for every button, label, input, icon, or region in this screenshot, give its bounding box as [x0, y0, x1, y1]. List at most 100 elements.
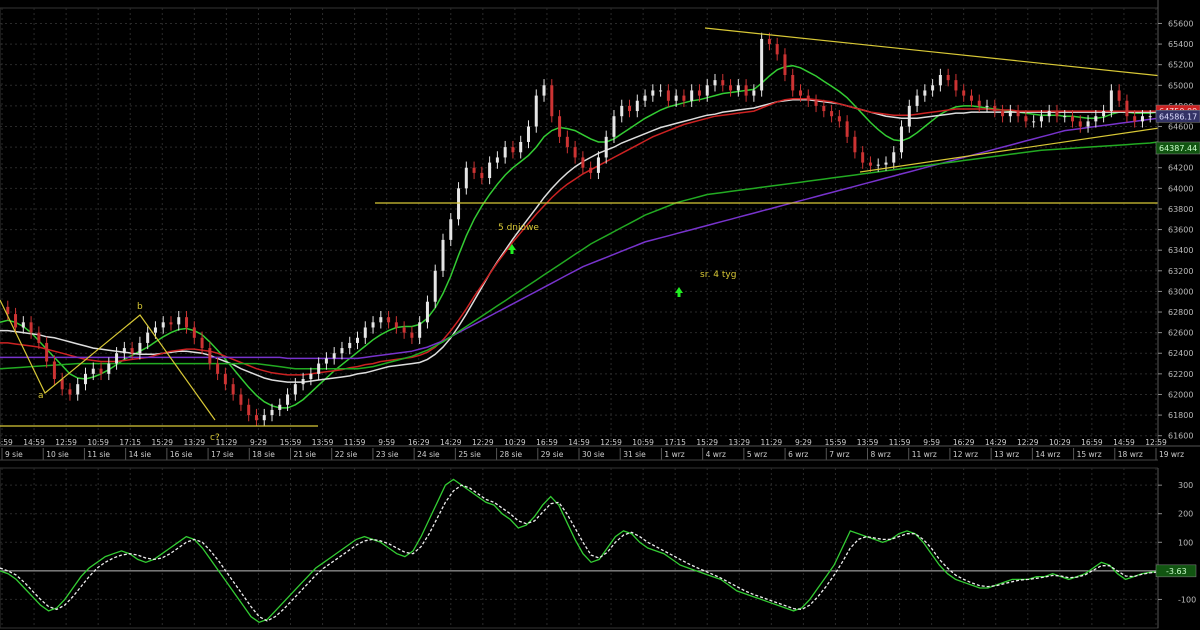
- candle-body: [425, 301, 429, 323]
- candle-body: [1071, 116, 1075, 122]
- x-time-label: 11:59: [344, 438, 366, 447]
- candle-body: [596, 157, 600, 173]
- candle-body: [29, 322, 33, 333]
- candle-body: [1140, 116, 1144, 122]
- x-time-label: 12:29: [1017, 438, 1039, 447]
- main-y-tick-label: 62200: [1168, 370, 1193, 379]
- candle-body: [223, 373, 227, 385]
- annotation-c: c?: [210, 433, 220, 443]
- candle-body: [356, 337, 360, 343]
- candle-body: [45, 342, 49, 362]
- candle-body: [433, 270, 437, 302]
- x-time-label: 10:59: [632, 438, 654, 447]
- candle-body: [729, 85, 733, 91]
- candle-body: [488, 162, 492, 179]
- candle-body: [1109, 90, 1113, 112]
- support-trendline: [859, 121, 1200, 173]
- candle-body: [550, 85, 554, 117]
- candle-body: [1078, 121, 1082, 127]
- candle-body: [511, 147, 515, 153]
- abc-wave-line: [0, 299, 216, 421]
- candle-body: [690, 90, 694, 101]
- x-date-label: 1 wrz: [664, 450, 684, 459]
- candle-body: [1102, 111, 1106, 117]
- annotation-b: b: [137, 302, 143, 312]
- x-date-label: 4 wrz: [706, 450, 726, 459]
- candle-body: [441, 239, 445, 271]
- candle-body: [301, 379, 305, 385]
- x-date-label: 14 wrz: [1035, 450, 1060, 459]
- candle-body: [798, 90, 802, 96]
- candle-body: [363, 327, 367, 338]
- annotation-a: a: [38, 391, 44, 401]
- main-y-tick-label: 63800: [1168, 205, 1193, 214]
- candle-body: [1039, 116, 1043, 122]
- candle-body: [791, 74, 795, 91]
- candle-body: [146, 332, 150, 343]
- candle-body: [324, 358, 328, 364]
- x-time-label: 16:59: [1081, 438, 1103, 447]
- last-value-label: 64586.17: [1159, 112, 1197, 121]
- candle-body: [379, 317, 383, 323]
- x-date-label: 30 sie: [582, 450, 605, 459]
- candle-body: [659, 90, 663, 92]
- x-time-label: 12:59: [600, 438, 622, 447]
- candle-body: [775, 44, 779, 55]
- ma-line: [0, 97, 1158, 376]
- candle-body: [1024, 116, 1028, 122]
- x-time-label: 9:59: [378, 438, 395, 447]
- candle-body: [340, 348, 344, 354]
- x-time-label: 15:29: [696, 438, 718, 447]
- candle-body: [938, 74, 942, 86]
- x-time-label: 10:29: [1049, 438, 1071, 447]
- x-date-label: 11 wrz: [912, 450, 937, 459]
- candle-body: [122, 348, 126, 354]
- ma-line: [0, 141, 1159, 370]
- x-date-label: 21 sie: [294, 450, 317, 459]
- annotation-5-dniowe: 5 dniowe: [498, 223, 539, 233]
- x-date-label: 11 sie: [87, 450, 110, 459]
- last-value-box: [1155, 141, 1200, 155]
- candle-body: [1001, 111, 1005, 117]
- candle-body: [1055, 111, 1059, 117]
- x-time-label: 11:59: [889, 438, 911, 447]
- main-y-tick-label: 62000: [1168, 390, 1193, 399]
- x-time-label: 16:29: [953, 438, 975, 447]
- oscillator-line: [0, 478, 1159, 624]
- candle-body: [861, 152, 865, 163]
- candle-body: [993, 105, 997, 112]
- x-time-label: 14:59: [1113, 438, 1135, 447]
- candle-body: [884, 162, 888, 165]
- x-time-label: 10:29: [504, 438, 526, 447]
- candle-body: [868, 162, 872, 166]
- candle-body: [60, 379, 64, 390]
- resistance-trendline: [704, 27, 1200, 81]
- candle-body: [239, 394, 243, 405]
- candle-body: [822, 105, 826, 112]
- candle-body: [666, 90, 670, 101]
- x-date-label: 6 wrz: [788, 450, 808, 459]
- x-date-label: 25 sie: [458, 450, 481, 459]
- candle-body: [628, 105, 632, 112]
- candle-body: [107, 363, 111, 374]
- candle-body: [853, 136, 857, 153]
- main-y-axis-labels: 6560065400652006500064800646006440064200…: [1155, 0, 1200, 446]
- candle-body: [293, 384, 297, 395]
- main-y-tick-label: 63000: [1168, 287, 1193, 296]
- main-y-tick-label: 62800: [1168, 308, 1193, 317]
- candle-body: [1117, 90, 1121, 101]
- x-time-label: 15:59: [280, 438, 302, 447]
- x-date-label: 12 wrz: [953, 450, 978, 459]
- candle-body: [814, 100, 818, 106]
- candle-body: [464, 167, 468, 189]
- osc-y-axis-bg: [1158, 458, 1200, 628]
- candle-body: [457, 188, 461, 220]
- x-time-label: 13:29: [184, 438, 206, 447]
- trendlines: [0, 27, 1200, 427]
- oscillator-series: [0, 478, 1159, 624]
- candle-body: [503, 147, 507, 158]
- candle-body: [783, 54, 787, 75]
- main-y-tick-label: 64600: [1168, 123, 1193, 132]
- x-time-label: 16:59: [0, 438, 13, 447]
